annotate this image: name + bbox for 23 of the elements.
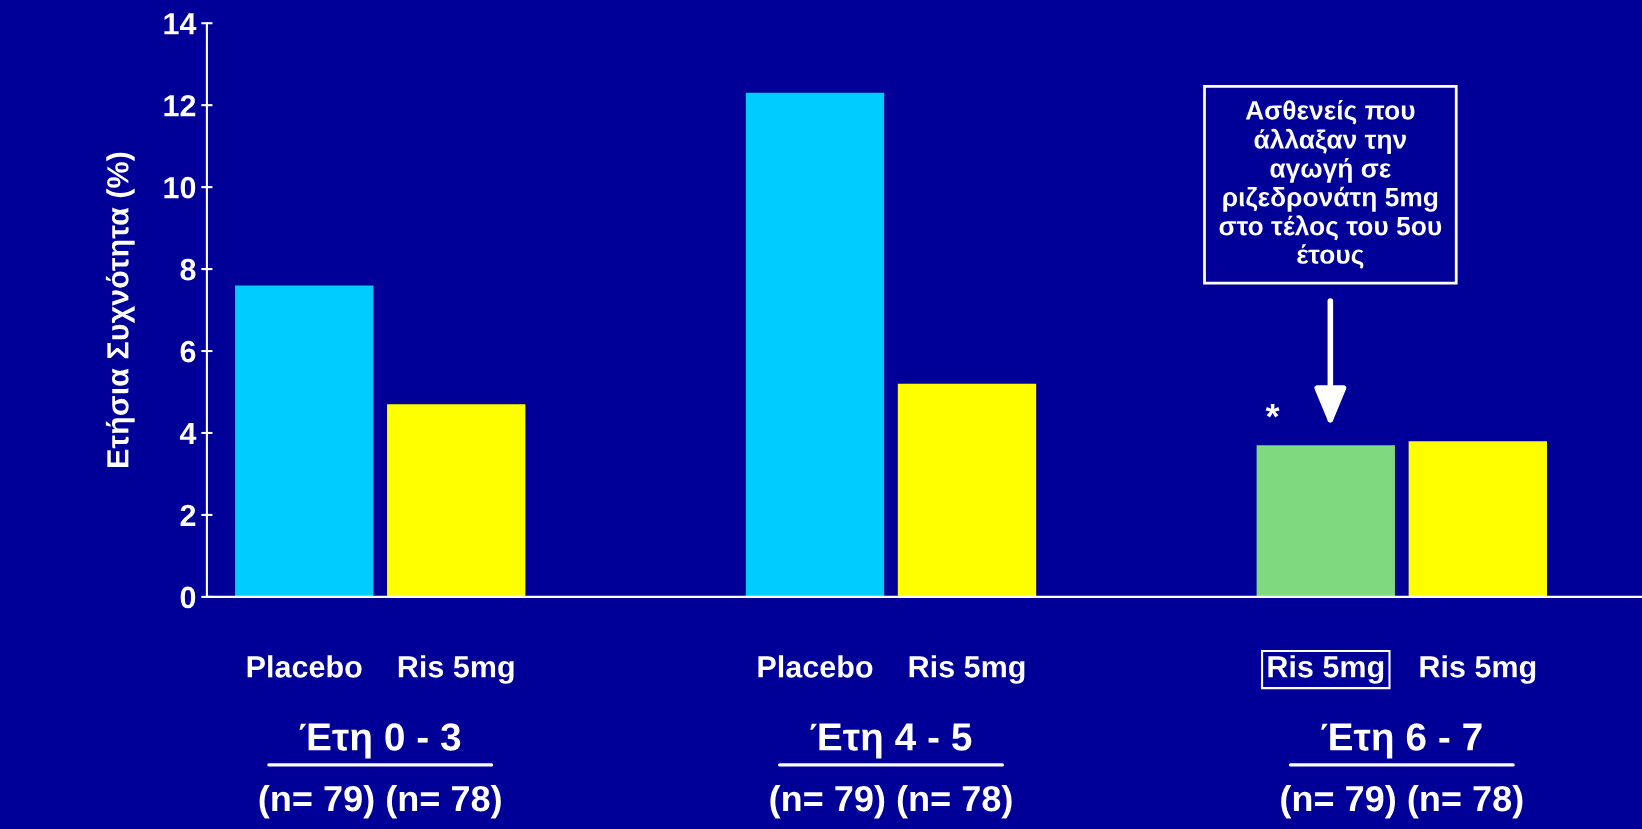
y-tick-label: 12 xyxy=(164,94,196,117)
text: (n= 79) (n= 78) xyxy=(259,784,501,819)
x-tick-label: Ris 5mg xyxy=(909,655,1025,684)
y-tick-label: 10 xyxy=(164,176,196,199)
text: Έτη 0 - 3 xyxy=(299,723,461,759)
x-tick-label: Ris 5mg xyxy=(1420,655,1536,684)
x-tick-label: Placebo xyxy=(247,655,362,678)
annotation: * xyxy=(1265,404,1280,418)
y-tick-label: 6 xyxy=(180,340,196,363)
x-tick-label: Placebo xyxy=(758,655,873,678)
y-axis-title: Ετήσια Συχνότητα (%) xyxy=(105,152,135,467)
y-tick-label: 8 xyxy=(180,258,196,281)
y-tick-label: 4 xyxy=(179,423,197,445)
text: Έτη 6 - 7 xyxy=(1321,723,1482,759)
x-tick-label: Ris 5mg xyxy=(398,655,514,684)
x-tick-label: Ris 5mg xyxy=(1268,655,1384,684)
text: (n= 79) (n= 78) xyxy=(1281,784,1523,819)
y-tick-label: 0 xyxy=(180,586,196,609)
text: Έτη 4 - 5 xyxy=(810,723,972,759)
text: (n= 79) (n= 78) xyxy=(770,784,1012,819)
y-tick-label: 2 xyxy=(180,504,196,526)
y-tick-label: 14 xyxy=(164,13,197,35)
annotation: Ασθενείς που άλλαξαν την αγωγή σε ριζεδρονάτη 5mg στο τέλος του 5ου έτους xyxy=(1219,99,1442,269)
